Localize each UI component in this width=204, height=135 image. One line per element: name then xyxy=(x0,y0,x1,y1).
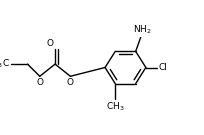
Text: O: O xyxy=(67,78,74,87)
Text: O: O xyxy=(47,39,53,48)
Text: CH$_3$: CH$_3$ xyxy=(106,100,125,113)
Text: Cl: Cl xyxy=(159,63,168,72)
Text: O: O xyxy=(36,78,43,87)
Text: NH$_2$: NH$_2$ xyxy=(133,24,152,36)
Text: H$_3$C: H$_3$C xyxy=(0,58,10,70)
